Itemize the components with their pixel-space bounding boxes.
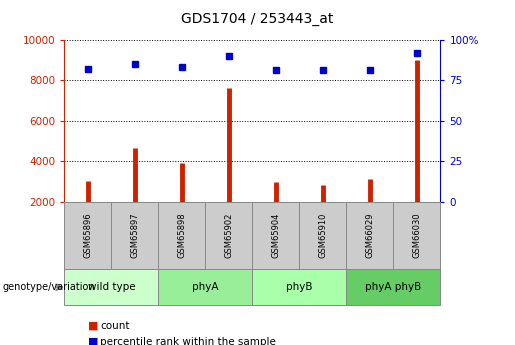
Text: ■: ■	[88, 321, 98, 331]
Text: GSM66029: GSM66029	[365, 213, 374, 258]
Text: count: count	[100, 321, 130, 331]
Text: ■: ■	[88, 337, 98, 345]
Text: GSM65897: GSM65897	[130, 213, 140, 258]
Text: percentile rank within the sample: percentile rank within the sample	[100, 337, 277, 345]
Text: genotype/variation: genotype/variation	[3, 282, 95, 292]
Text: wild type: wild type	[88, 282, 135, 292]
Text: GSM65904: GSM65904	[271, 213, 280, 258]
Text: phyB: phyB	[286, 282, 313, 292]
Text: GSM66030: GSM66030	[413, 213, 421, 258]
Text: GDS1704 / 253443_at: GDS1704 / 253443_at	[181, 12, 334, 26]
Text: phyA phyB: phyA phyB	[365, 282, 421, 292]
Text: GSM65910: GSM65910	[318, 213, 328, 258]
Text: phyA: phyA	[192, 282, 218, 292]
Text: GSM65898: GSM65898	[177, 213, 186, 258]
Text: GSM65902: GSM65902	[225, 213, 233, 258]
Text: GSM65896: GSM65896	[83, 213, 92, 258]
